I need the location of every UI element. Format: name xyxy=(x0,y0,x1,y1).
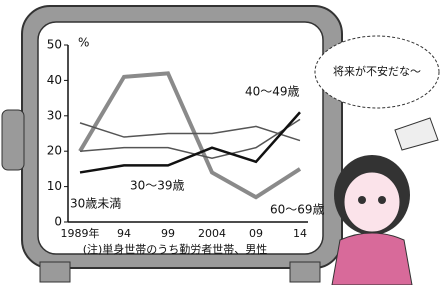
y-tick-label: 40 xyxy=(47,73,62,87)
series-label: 40～49歳 xyxy=(245,85,300,99)
series-label: 30～39歳 xyxy=(130,179,185,193)
x-tick-label: 99 xyxy=(161,227,175,240)
speech-text: 将来が不安だな～ xyxy=(333,64,421,78)
character-eye xyxy=(378,196,386,204)
series-label: 30歳未満 xyxy=(70,197,121,211)
y-tick-label: 20 xyxy=(47,144,62,158)
tv-leg xyxy=(40,262,70,282)
x-tick-label: 09 xyxy=(249,227,263,240)
x-tick-label: 1989年 xyxy=(61,226,100,240)
series-label: 60～69歳 xyxy=(270,203,325,217)
chart: 将来が不安だな～ % (注)単身世帯のうち勤労者世帯、男性 0102030405… xyxy=(0,0,445,285)
tv-leg xyxy=(290,262,320,282)
character-body xyxy=(332,233,412,285)
x-tick-label: 94 xyxy=(117,227,131,240)
y-tick-label: 30 xyxy=(47,108,62,122)
x-tick-label: 14 xyxy=(293,227,307,240)
tv-screen xyxy=(38,22,323,254)
y-tick-label: 10 xyxy=(47,179,62,193)
note: (注)単身世帯のうち勤労者世帯、男性 xyxy=(83,242,268,256)
y-unit: % xyxy=(78,36,89,50)
x-tick-label: 2004 xyxy=(198,227,226,240)
tv-knob xyxy=(2,110,24,170)
character-eye xyxy=(358,196,366,204)
y-tick-label: 50 xyxy=(47,38,62,52)
character-face xyxy=(344,172,400,232)
